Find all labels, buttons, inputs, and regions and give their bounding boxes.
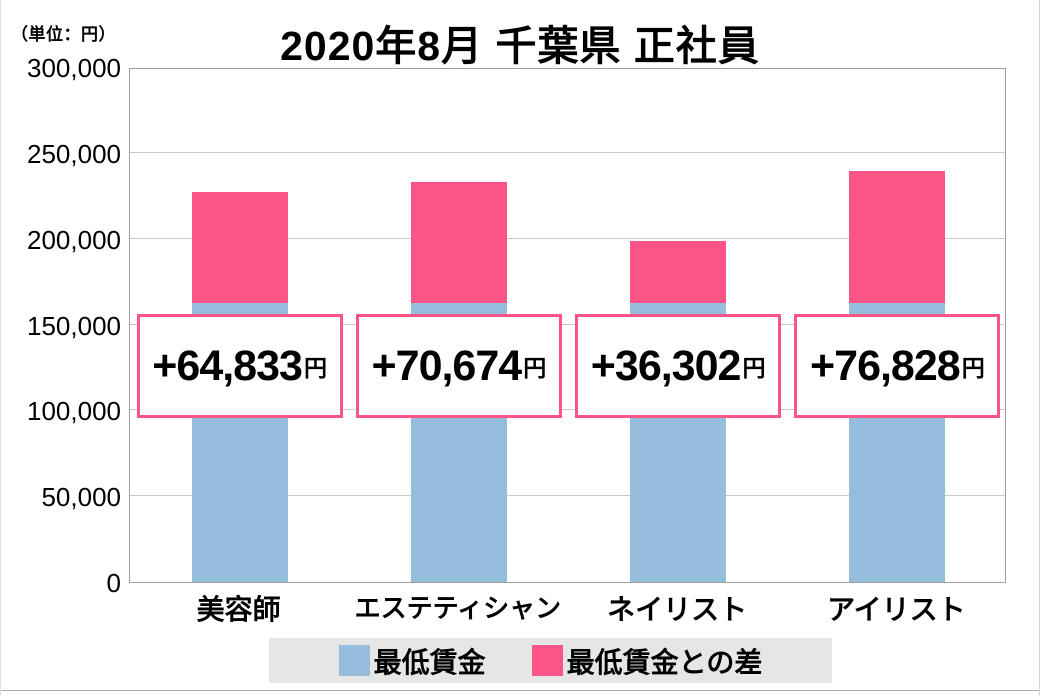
gridline-200000 xyxy=(130,237,1005,239)
diff-amount: +70,674 xyxy=(371,341,523,390)
gridline-250000 xyxy=(130,151,1005,153)
frame-bottom-line xyxy=(1,690,1039,691)
x-axis-label-エステティシャン: エステティシャン xyxy=(354,593,562,623)
y-tick-label-100000: 100,000 xyxy=(27,396,121,427)
gridline-50000 xyxy=(130,495,1005,497)
diff-label-box: +36,302 円 xyxy=(575,314,782,418)
legend: 最低賃金 最低賃金との差 xyxy=(269,638,832,683)
bar-エステティシャン xyxy=(349,69,568,582)
legend-label: 最低賃金 xyxy=(373,646,486,678)
diff-unit: 円 xyxy=(303,355,327,381)
diff-unit: 円 xyxy=(523,355,547,381)
bar-segment-最低賃金との差 xyxy=(630,240,727,304)
diff-label-box: +76,828 円 xyxy=(794,314,1001,418)
diff-unit: 円 xyxy=(961,355,985,381)
diff-amount: +76,828 xyxy=(810,341,961,390)
y-tick-label-50000: 50,000 xyxy=(41,482,121,513)
legend-label: 最低賃金との差 xyxy=(566,646,763,678)
x-axis-label-ネイリスト: ネイリスト xyxy=(607,594,748,625)
gridline-150000 xyxy=(130,323,1005,325)
y-tick-label-200000: 200,000 xyxy=(27,224,121,255)
diff-amount: +36,302 xyxy=(590,341,742,390)
chart-title: 2020年8月 千葉県 正社員 xyxy=(280,23,760,69)
diff-label-box: +64,833 円 xyxy=(136,314,343,418)
y-tick-label-300000: 300,000 xyxy=(27,53,121,83)
x-axis-label-アイリスト: アイリスト xyxy=(827,594,966,625)
bar-segment-最低賃金との差 xyxy=(191,191,288,304)
legend-item-最低賃金との差: 最低賃金との差 xyxy=(531,641,763,681)
y-tick-label-150000: 150,000 xyxy=(27,310,121,341)
diff-unit: 円 xyxy=(742,355,766,381)
x-axis-label-美容師: 美容師 xyxy=(196,594,281,625)
y-tick-label-250000: 250,000 xyxy=(27,138,121,169)
legend-item-最低賃金: 最低賃金 xyxy=(338,641,486,681)
bar-segment-最低賃金との差 xyxy=(849,171,946,304)
y-tick-label-0: 0 xyxy=(106,568,121,598)
legend-swatch xyxy=(531,645,563,676)
legend-swatch xyxy=(338,645,370,676)
gridline-100000 xyxy=(130,409,1005,411)
bar-segment-最低賃金との差 xyxy=(410,181,507,304)
plot-area: +64,833 円 +70,674 円 +36,302 円 +76,828 円 xyxy=(129,68,1006,583)
diff-amount: +64,833 xyxy=(152,341,303,390)
unit-label: （単位：円） xyxy=(11,25,116,44)
diff-label-box: +70,674 円 xyxy=(355,314,562,418)
